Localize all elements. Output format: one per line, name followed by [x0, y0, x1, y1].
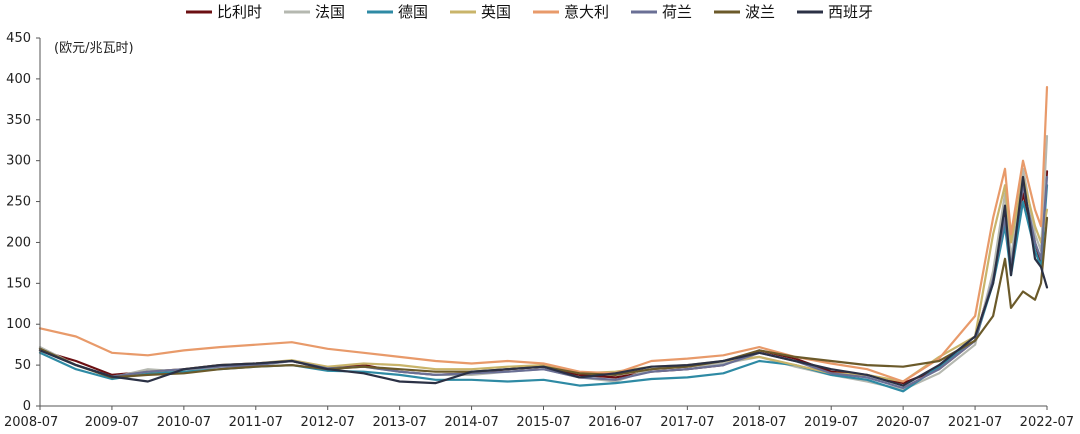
x-tick-label: 2009-07 — [85, 415, 139, 430]
legend-label-1: 比利时 — [217, 3, 262, 21]
x-tick-label: 2012-07 — [301, 415, 355, 430]
legend-label-8: 西班牙 — [828, 3, 873, 21]
legend-label-4: 英国 — [481, 3, 511, 21]
legend-label-5: 意大利 — [564, 3, 609, 21]
x-tick-label: 2020-07 — [876, 415, 930, 430]
series-line-2 — [38, 135, 1049, 391]
y-tick-label: 100 — [6, 317, 31, 332]
x-tick-label: 2010-07 — [157, 415, 211, 430]
axes: 0 50 100 150 200 250 300 350 400 450 2008-07 2009-0… — [4, 31, 1074, 430]
x-tick-label: 2022-07 — [1020, 415, 1074, 430]
x-tick-label: 2016-07 — [588, 415, 642, 430]
series-line-3 — [38, 184, 1049, 393]
series-layer — [38, 85, 1049, 393]
y-tick-label: 450 — [6, 31, 31, 46]
series-line-6 — [38, 175, 1049, 390]
y-tick-label: 0 — [23, 399, 31, 414]
x-tick-label: 2013-07 — [372, 415, 426, 430]
y-tick-label: 50 — [14, 358, 31, 373]
y-tick-label: 350 — [6, 113, 31, 128]
x-tick-label: 2008-07 — [4, 415, 58, 430]
x-tick-label: 2019-07 — [804, 415, 858, 430]
y-unit-label: (欧元/兆瓦时) — [54, 41, 134, 56]
y-tick-label: 200 — [6, 235, 31, 250]
x-tick-label: 2021-07 — [948, 415, 1002, 430]
legend-label-3: 德国 — [398, 3, 428, 21]
x-tick-label: 2011-07 — [229, 415, 283, 430]
legend: 比利时 法国 德国 英国 意大利 荷兰 波兰 西班牙 — [186, 3, 873, 21]
x-tick-label: 2018-07 — [732, 415, 786, 430]
series-line-8 — [38, 175, 1049, 387]
series-line-7 — [38, 216, 1049, 379]
y-tick-label: 400 — [6, 72, 31, 87]
y-tick-label: 250 — [6, 195, 31, 210]
x-tick-label: 2017-07 — [660, 415, 714, 430]
y-tick-label: 150 — [6, 276, 31, 291]
legend-label-7: 波兰 — [745, 3, 775, 21]
legend-label-6: 荷兰 — [662, 3, 692, 21]
x-tick-label: 2015-07 — [516, 415, 570, 430]
series-line-1 — [38, 170, 1049, 385]
series-line-5 — [38, 85, 1049, 383]
y-tick-label: 300 — [6, 154, 31, 169]
x-tick-label: 2014-07 — [444, 415, 498, 430]
legend-label-2: 法国 — [315, 3, 345, 21]
